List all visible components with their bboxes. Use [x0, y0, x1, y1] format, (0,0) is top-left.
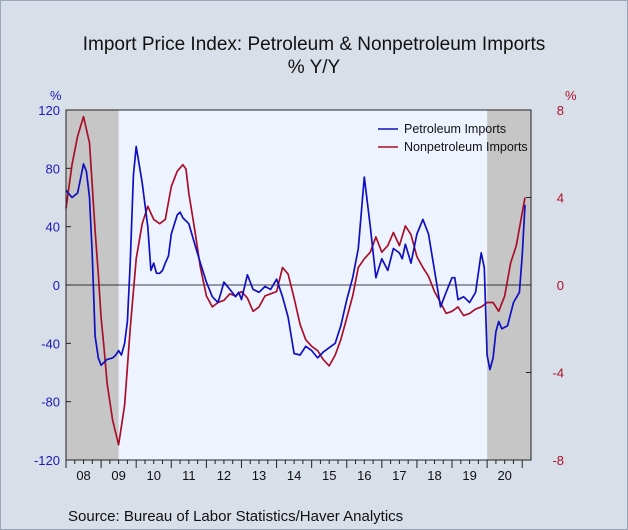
x-tick-label: 12	[217, 468, 231, 483]
right-tick-label: 8	[557, 103, 564, 118]
legend-label-petroleum: Petroleum Imports	[404, 122, 506, 136]
left-tick-label: 80	[46, 161, 60, 176]
x-tick-label: 19	[462, 468, 476, 483]
x-tick-label: 09	[111, 468, 125, 483]
x-tick-label: 11	[182, 468, 196, 483]
left-tick-label: 120	[38, 103, 60, 118]
source-note: Source: Bureau of Labor Statistics/Haver…	[68, 508, 404, 525]
left-tick-label: -80	[41, 395, 60, 410]
right-tick-label: 4	[557, 191, 564, 206]
legend: Petroleum Imports Nonpetroleum Imports	[378, 122, 528, 154]
left-axis-unit: %	[50, 88, 62, 103]
petroleum-line	[65, 145, 526, 371]
left-tick-label: -40	[41, 336, 60, 351]
right-tick-label: -8	[552, 453, 564, 468]
x-tick-label: 16	[357, 468, 371, 483]
x-tick-label: 17	[392, 468, 406, 483]
x-tick-label: 20	[497, 468, 511, 483]
series-layer	[65, 115, 526, 446]
x-tick-label: 13	[252, 468, 266, 483]
legend-label-nonpetroleum: Nonpetroleum Imports	[404, 140, 528, 154]
x-tick-label: 14	[287, 468, 301, 483]
left-tick-label: -120	[34, 453, 60, 468]
chart-title: Import Price Index: Petroleum & Nonpetro…	[82, 34, 546, 55]
right-tick-label: 0	[557, 278, 564, 293]
right-tick-label: -4	[552, 366, 564, 381]
right-axis-unit: %	[565, 88, 577, 103]
nonpetroleum-line	[65, 115, 526, 446]
x-tick-label: 10	[147, 468, 161, 483]
chart-subtitle: % Y/Y	[287, 57, 341, 78]
left-tick-label: 40	[46, 220, 60, 235]
x-tick-label: 18	[427, 468, 441, 483]
x-tick-label: 15	[322, 468, 336, 483]
left-tick-label: 0	[53, 278, 60, 293]
x-tick-label: 08	[76, 468, 90, 483]
